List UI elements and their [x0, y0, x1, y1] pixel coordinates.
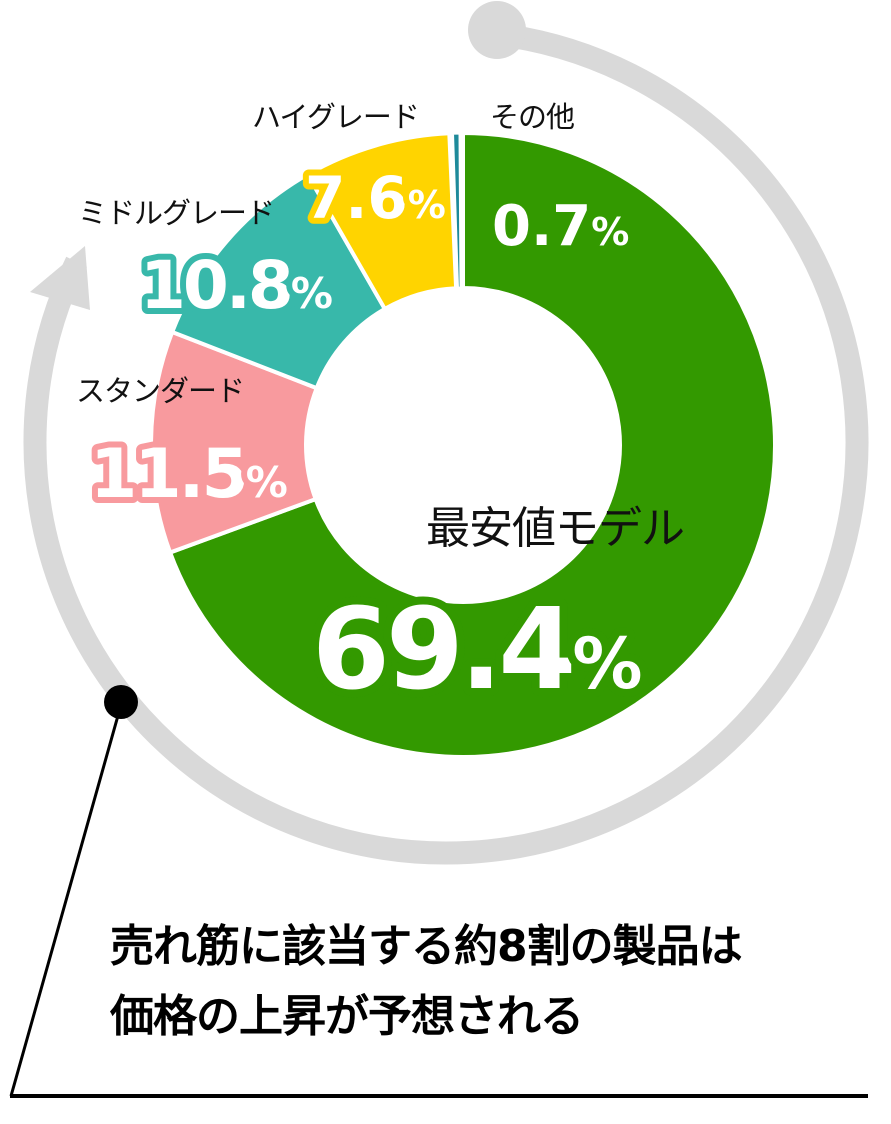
value-label-lowest: 69.4%	[312, 585, 640, 715]
ring-arc	[23, 22, 869, 865]
ring-start-dot	[468, 1, 526, 59]
value-label-high: 7.6%	[305, 164, 446, 232]
annotation-caption: 売れ筋に該当する約8割の製品は 価格の上昇が予想される	[110, 912, 743, 1052]
donut-slices	[149, 130, 777, 759]
callout	[9, 685, 868, 1098]
caption-line-2: 価格の上昇が予想される	[110, 991, 584, 1042]
value-label-other: 0.7%	[492, 194, 629, 259]
category-label-standard: スタンダード	[76, 374, 245, 408]
cycle-arrow-ring	[23, 1, 869, 865]
slice-standard[interactable]	[149, 329, 320, 556]
category-label-high: ハイグレード	[252, 100, 420, 134]
caption-line-1: 売れ筋に該当する約8割の製品は	[110, 921, 743, 972]
category-label-middle: ミドルグレード	[78, 196, 275, 230]
category-label-other: その他	[490, 100, 575, 134]
arrow-head-icon	[30, 246, 90, 310]
value-labels: 7.6% 0.7% 10.8% 11.5% 69.4%	[84, 158, 652, 723]
slice-lowest-model[interactable]	[167, 130, 777, 759]
callout-leader-line	[9, 711, 121, 1097]
slice-high-grade[interactable]	[304, 131, 459, 312]
callout-dot	[104, 685, 138, 719]
value-label-standard: 11.5%	[90, 435, 287, 514]
slice-other[interactable]	[450, 131, 463, 290]
category-label-lowest: 最安値モデル	[426, 503, 685, 554]
